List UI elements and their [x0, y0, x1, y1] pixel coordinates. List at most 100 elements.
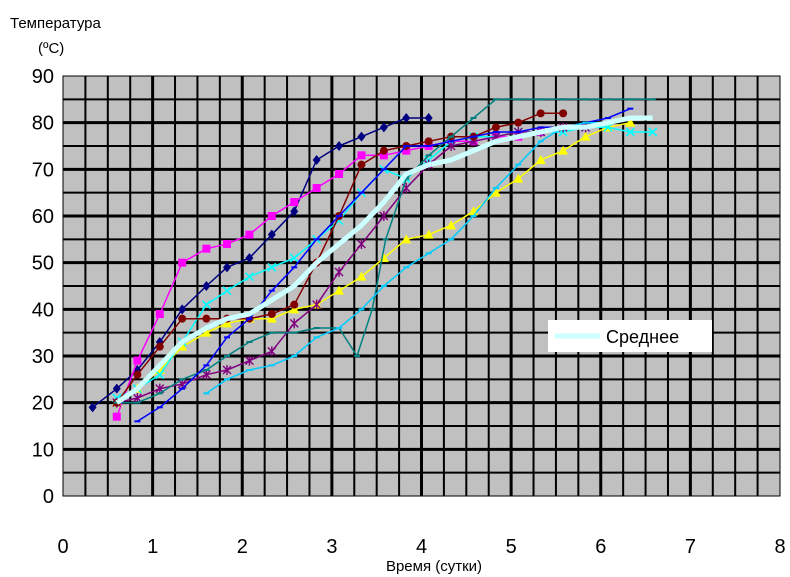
- data-point: [155, 342, 164, 351]
- data-point: [580, 131, 591, 141]
- data-point: [423, 229, 434, 239]
- x-tick-labels: 0 1 2 3 4 5 6 7 8: [57, 536, 785, 558]
- data-point: [177, 341, 188, 351]
- x-tick-label: 6: [595, 536, 606, 558]
- data-point: [379, 146, 388, 155]
- x-tick-label: 4: [416, 536, 427, 558]
- data-point: [201, 369, 211, 380]
- data-point: [155, 310, 164, 318]
- data-point: [357, 151, 366, 160]
- y-tick-label: 40: [32, 299, 54, 321]
- data-point: [334, 267, 344, 277]
- data-point: [133, 356, 142, 365]
- x-tick-label: 8: [774, 536, 785, 558]
- data-point: [202, 244, 211, 253]
- data-point: [356, 239, 366, 249]
- data-point: [267, 310, 276, 318]
- data-point: [245, 253, 254, 263]
- data-point: [267, 229, 276, 240]
- data-point: [202, 281, 211, 291]
- x-tick-label: 2: [237, 536, 248, 558]
- data-point: [201, 300, 211, 310]
- x-tick-label: 0: [57, 536, 68, 558]
- data-point: [379, 122, 388, 133]
- data-point: [312, 299, 322, 310]
- data-point: [244, 272, 254, 282]
- data-point: [558, 145, 569, 155]
- y-tick-label: 50: [32, 253, 54, 275]
- x-tick-label: 5: [506, 536, 517, 558]
- data-point: [356, 271, 367, 281]
- y-tick-label: 0: [43, 486, 54, 508]
- series-line: [116, 98, 653, 404]
- series-8: [134, 107, 634, 423]
- data-point: [289, 253, 299, 263]
- data-point: [402, 113, 411, 123]
- x-tick-label: 1: [147, 536, 158, 558]
- x-axis-label: Время (сутки): [386, 558, 482, 575]
- data-point: [290, 300, 299, 309]
- series-line: [115, 115, 653, 405]
- data-point: [223, 240, 232, 248]
- data-point: [178, 258, 187, 267]
- data-point: [244, 355, 254, 366]
- data-point: [446, 220, 457, 230]
- x-tick-label: 7: [685, 536, 696, 558]
- x-tick-label: 3: [326, 536, 337, 558]
- data-point: [335, 141, 344, 151]
- data-point: [267, 346, 277, 357]
- data-point: [223, 262, 232, 273]
- series-layer: [88, 98, 658, 423]
- data-point: [267, 212, 276, 220]
- data-point: [424, 137, 433, 146]
- data-point: [379, 151, 388, 160]
- y-tick-label: 90: [32, 66, 54, 88]
- y-tick-label: 80: [32, 113, 54, 135]
- data-point: [446, 141, 456, 151]
- data-point: [112, 383, 121, 394]
- data-point: [312, 155, 321, 165]
- data-point: [155, 370, 165, 380]
- data-point: [401, 234, 412, 244]
- data-point: [266, 313, 277, 323]
- data-point: [334, 285, 345, 295]
- data-point: [222, 286, 232, 296]
- y-axis-label: Температура: [10, 15, 102, 32]
- data-point: [379, 211, 389, 221]
- legend: Среднее: [548, 320, 712, 352]
- data-point: [267, 262, 277, 272]
- data-point: [245, 230, 254, 239]
- data-point: [222, 318, 233, 328]
- data-point: [424, 113, 433, 123]
- data-point: [535, 155, 546, 164]
- y-tick-label: 70: [32, 159, 54, 181]
- data-point: [536, 109, 545, 118]
- y-tick-label: 60: [32, 206, 54, 228]
- legend-label: Среднее: [606, 327, 679, 347]
- data-point: [202, 314, 211, 323]
- data-point: [312, 184, 321, 192]
- series-7: [113, 98, 656, 404]
- data-point: [357, 160, 366, 169]
- data-point: [88, 402, 97, 413]
- series-line: [116, 126, 586, 404]
- data-point: [201, 327, 212, 337]
- data-point: [289, 318, 299, 329]
- data-point: [178, 304, 187, 315]
- data-point: [514, 118, 523, 127]
- data-point: [559, 109, 568, 118]
- plot-border: [62, 75, 781, 497]
- data-point: [133, 370, 142, 379]
- y-tick-label: 30: [32, 346, 54, 368]
- y-tick-label: 20: [32, 393, 54, 415]
- y-tick-labels: 0 10 20 30 40 50 60 70 80 90: [32, 66, 54, 508]
- series-1: [88, 113, 433, 413]
- data-point: [357, 131, 366, 142]
- data-point: [290, 206, 299, 217]
- y-axis-unit: (ºC): [38, 40, 64, 57]
- series-line: [92, 117, 429, 408]
- data-point: [402, 146, 411, 155]
- data-point: [490, 187, 501, 197]
- data-point: [491, 123, 500, 132]
